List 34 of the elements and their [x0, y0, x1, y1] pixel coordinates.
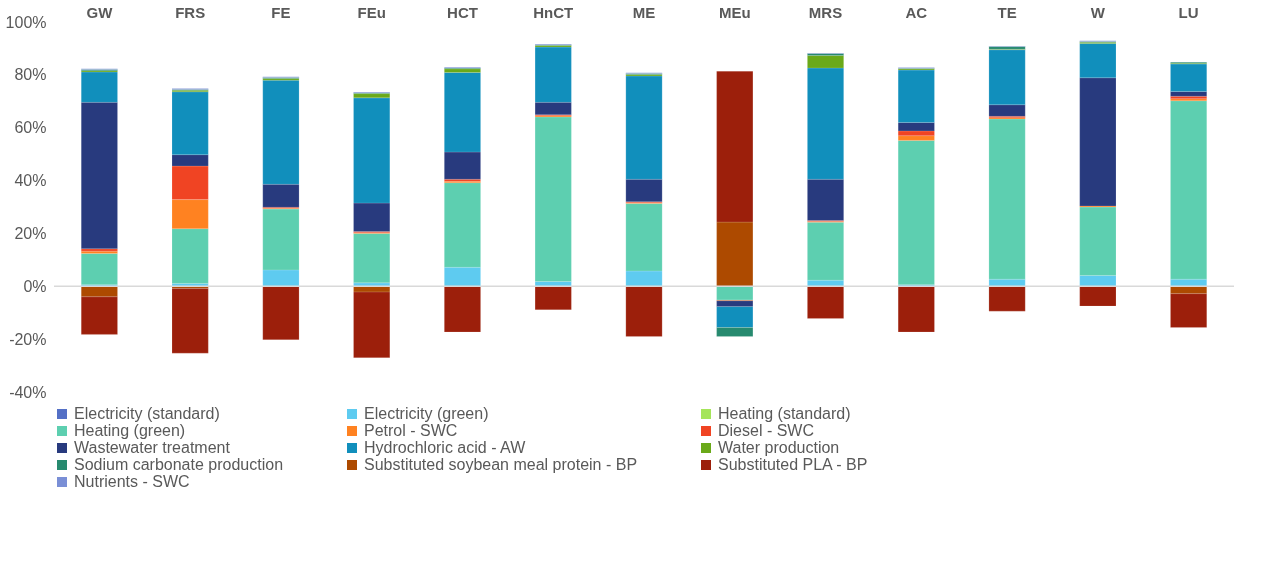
x-tick-label: ME [632, 3, 656, 21]
legend-label: Hydrochloric acid - AW [364, 439, 527, 456]
x-tick-label: FRS [175, 3, 206, 21]
y-tick-label: 0% [23, 277, 47, 295]
x-tick-label: TE [997, 3, 1017, 21]
legend-label: Sodium carbonate production [74, 456, 284, 473]
x-tick-label: FE [271, 3, 291, 21]
x-tick-label: GW [86, 3, 114, 21]
y-tick-label: 80% [14, 66, 47, 84]
y-tick-label: -40% [9, 383, 47, 401]
legend-label: Electricity (standard) [74, 405, 220, 422]
y-tick-label: 20% [14, 224, 47, 242]
legend-label: Substituted PLA - BP [718, 456, 868, 473]
x-tick-label: MRS [808, 3, 843, 21]
legend-label: Heating (green) [74, 422, 186, 439]
x-tick-label: MEu [718, 3, 751, 21]
y-tick-label: 40% [14, 172, 47, 190]
x-tick-label: HCT [447, 3, 478, 21]
y-tick-label: 100% [5, 13, 47, 31]
x-tick-label: AC [905, 3, 928, 21]
x-tick-label: HnCT [533, 3, 574, 21]
legend-label: Water production [718, 439, 840, 456]
x-tick-label: FEu [357, 3, 386, 21]
x-tick-label: LU [1178, 3, 1199, 21]
y-tick-label: 60% [14, 119, 47, 137]
legend-label: Electricity (green) [364, 405, 489, 422]
legend-label: Wastewater treatment [74, 439, 231, 456]
legend-label: Petrol - SWC [364, 422, 458, 439]
legend-label: Nutrients - SWC [74, 473, 190, 490]
y-tick-label: -20% [9, 330, 47, 348]
legend-label: Heating (standard) [718, 405, 851, 422]
legend-label: Substituted soybean meal protein - BP [364, 456, 638, 473]
x-tick-label: W [1090, 3, 1106, 21]
legend-label: Diesel - SWC [718, 422, 815, 439]
